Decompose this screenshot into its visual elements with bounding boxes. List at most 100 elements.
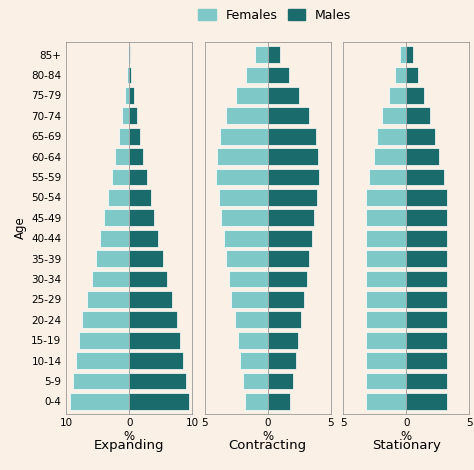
X-axis label: %: % <box>262 430 273 443</box>
Bar <box>268 87 299 104</box>
Bar <box>129 107 137 124</box>
Bar <box>221 210 268 226</box>
Bar <box>406 107 430 124</box>
Bar <box>76 352 129 369</box>
Bar <box>406 352 447 369</box>
Bar <box>129 128 140 144</box>
Bar <box>377 128 406 144</box>
Bar <box>406 87 424 104</box>
Bar <box>243 373 268 389</box>
Bar <box>237 332 268 349</box>
Bar <box>366 230 406 246</box>
Bar <box>96 250 129 267</box>
Bar <box>268 312 301 328</box>
Bar <box>366 291 406 308</box>
Bar <box>389 87 406 104</box>
Bar <box>226 107 268 124</box>
Bar <box>268 332 298 349</box>
Bar <box>128 67 129 83</box>
Bar <box>366 189 406 206</box>
Bar <box>129 312 176 328</box>
Bar <box>268 393 291 410</box>
Bar <box>406 169 444 185</box>
Bar <box>129 210 155 226</box>
Bar <box>129 332 180 349</box>
Bar <box>129 46 130 63</box>
Bar <box>118 128 129 144</box>
Bar <box>112 169 129 185</box>
Bar <box>129 87 134 104</box>
Bar <box>116 148 129 165</box>
Bar <box>129 373 186 389</box>
Bar <box>129 271 167 287</box>
Bar <box>268 291 304 308</box>
Bar <box>406 393 447 410</box>
Bar <box>122 107 129 124</box>
Bar <box>268 271 307 287</box>
Bar <box>366 312 406 328</box>
Bar <box>129 169 147 185</box>
Y-axis label: Age: Age <box>14 217 27 239</box>
Text: Expanding: Expanding <box>94 439 164 453</box>
Bar <box>268 189 317 206</box>
Bar <box>70 393 129 410</box>
Text: Stationary: Stationary <box>372 439 441 453</box>
Bar <box>268 46 281 63</box>
Bar <box>268 230 312 246</box>
Bar <box>220 128 268 144</box>
Bar <box>91 271 129 287</box>
Bar <box>406 46 412 63</box>
Bar <box>268 128 316 144</box>
Bar <box>79 332 129 349</box>
Bar <box>374 148 406 165</box>
Bar <box>73 373 129 389</box>
Bar <box>240 352 268 369</box>
Bar <box>129 148 143 165</box>
Bar <box>268 373 293 389</box>
Bar <box>369 169 406 185</box>
Bar <box>245 393 268 410</box>
Bar <box>246 67 268 83</box>
Bar <box>366 271 406 287</box>
Bar <box>406 67 418 83</box>
Bar <box>268 67 289 83</box>
Bar <box>226 250 268 267</box>
Bar <box>108 189 129 206</box>
Bar <box>268 210 314 226</box>
Bar <box>406 291 447 308</box>
Bar <box>129 393 189 410</box>
Bar <box>268 107 310 124</box>
Bar <box>366 332 406 349</box>
Bar <box>366 393 406 410</box>
Bar <box>129 189 151 206</box>
Bar <box>406 250 447 267</box>
Bar <box>366 352 406 369</box>
Bar <box>255 46 268 63</box>
Bar <box>224 230 268 246</box>
Bar <box>129 352 183 369</box>
X-axis label: %: % <box>401 430 412 443</box>
Bar <box>268 169 319 185</box>
Bar <box>406 189 447 206</box>
Bar <box>406 312 447 328</box>
Bar <box>219 189 268 206</box>
Bar <box>129 250 163 267</box>
Bar <box>218 148 268 165</box>
Bar <box>128 46 129 63</box>
Bar <box>129 291 172 308</box>
Bar <box>400 46 406 63</box>
Legend: Females, Males: Females, Males <box>196 6 354 24</box>
Bar <box>229 271 268 287</box>
Bar <box>231 291 268 308</box>
Bar <box>366 210 406 226</box>
Bar <box>125 87 129 104</box>
Bar <box>237 87 268 104</box>
X-axis label: %: % <box>124 430 135 443</box>
Bar <box>366 250 406 267</box>
Bar <box>104 210 129 226</box>
Bar <box>268 250 310 267</box>
Bar <box>268 352 295 369</box>
Bar <box>406 271 447 287</box>
Bar <box>82 312 129 328</box>
Bar <box>406 128 435 144</box>
